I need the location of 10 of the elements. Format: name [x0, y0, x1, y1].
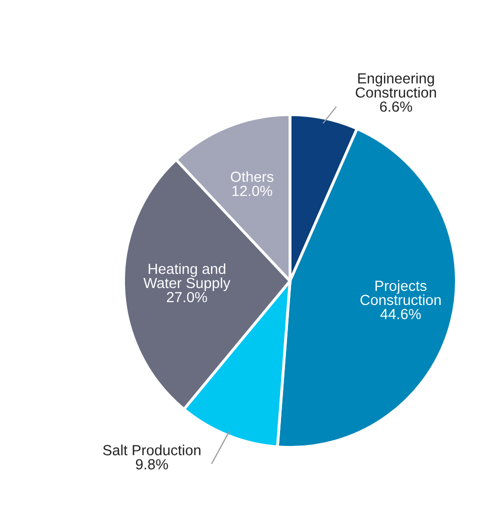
- slice-label: Others: [230, 171, 274, 182]
- data-label: 9.8%: [136, 459, 168, 470]
- data-label: 12.0%: [232, 186, 272, 196]
- slice-label: Heating and Water Supply: [143, 263, 230, 292]
- data-label: 6.6%: [380, 101, 412, 112]
- slice-label: Projects Construction: [360, 280, 441, 306]
- data-label: 44.6%: [380, 308, 421, 320]
- slice-label: Engineering Construction: [356, 72, 436, 98]
- data-label: 27.0%: [166, 292, 208, 302]
- slice-label: Salt Production: [103, 444, 200, 456]
